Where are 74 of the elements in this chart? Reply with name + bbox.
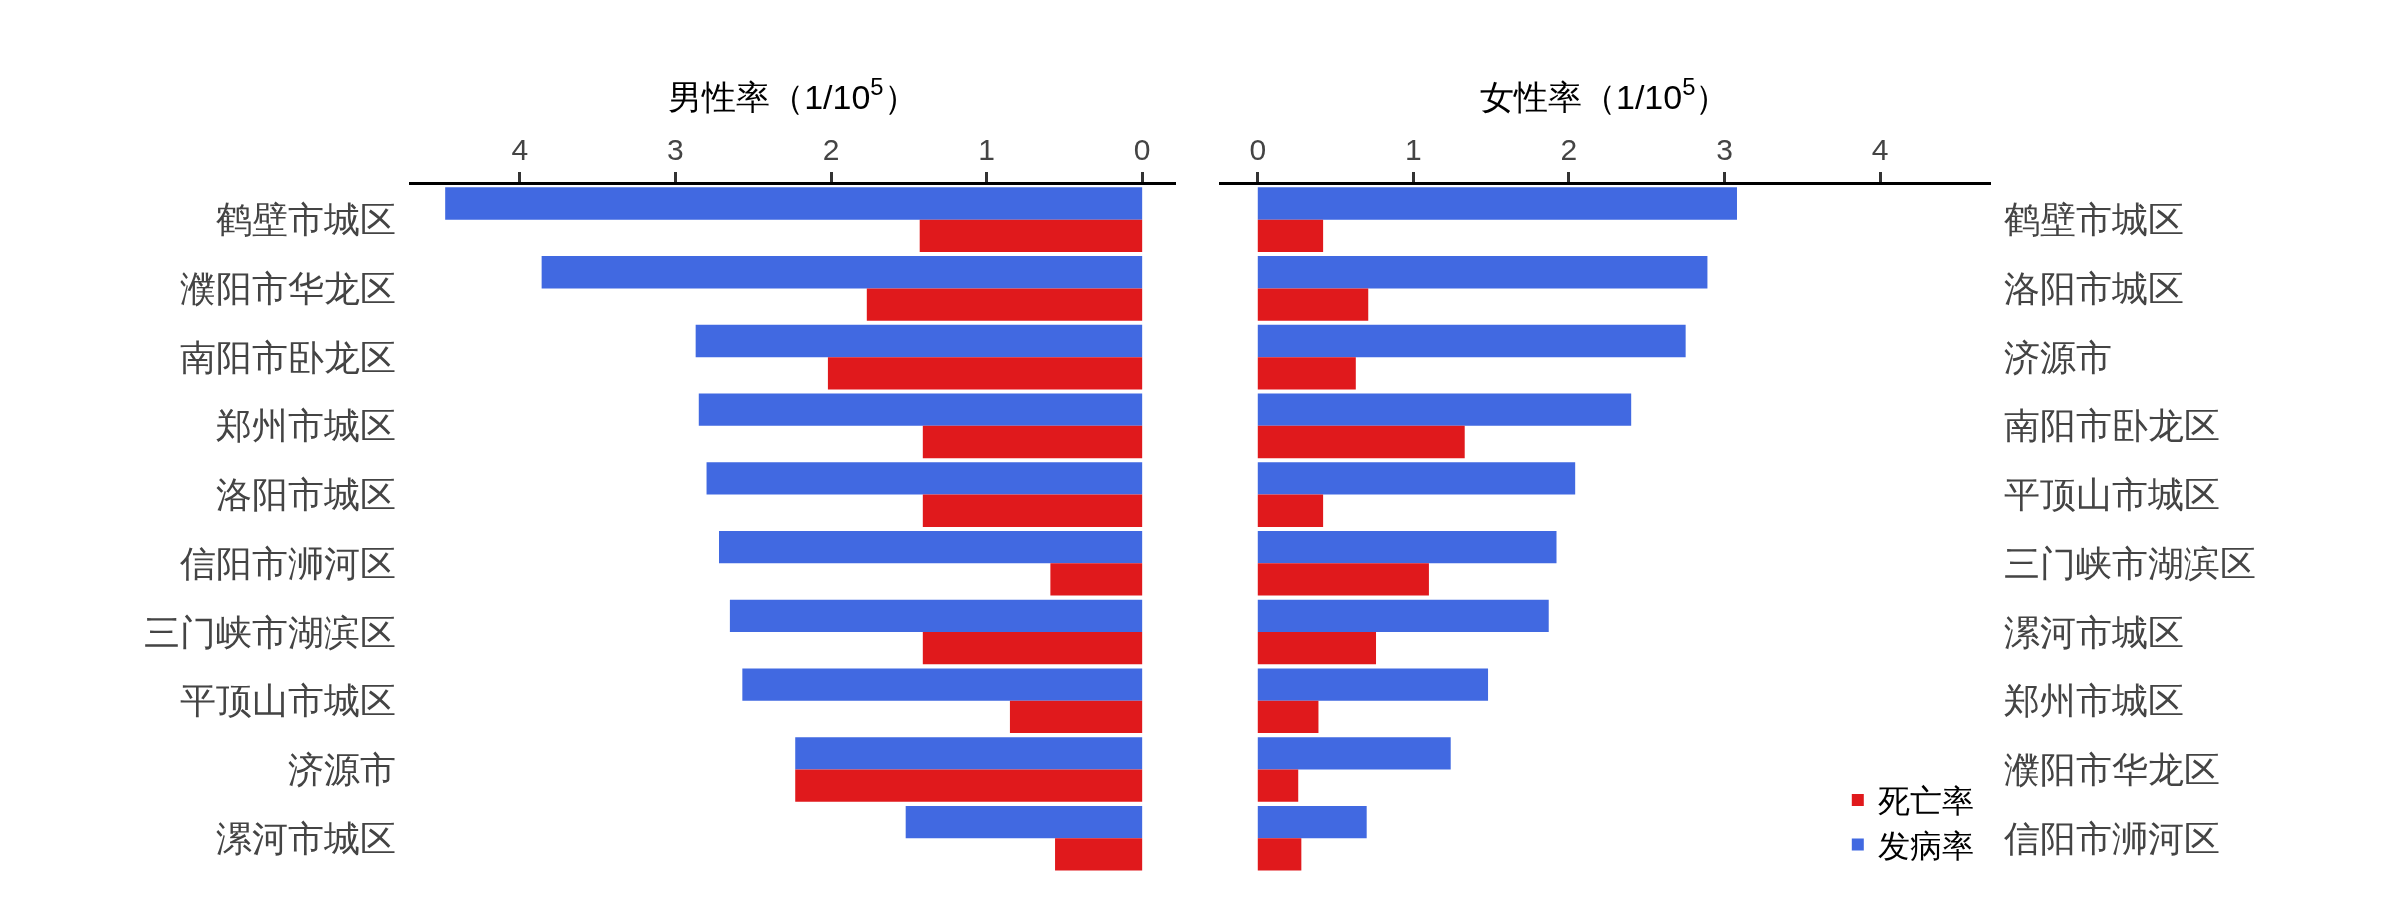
bar bbox=[1257, 425, 1465, 459]
y-tick-label: 濮阳市华龙区 bbox=[2003, 749, 2220, 791]
x-axis-title: 男性率（1/10$^{5}$） bbox=[668, 72, 918, 116]
bar bbox=[1257, 769, 1299, 802]
bar bbox=[1257, 187, 1737, 220]
y-tick-label: 平顶山市城区 bbox=[180, 680, 397, 722]
y-tick-label: 鹤壁市城区 bbox=[2003, 199, 2184, 241]
bar bbox=[698, 393, 1143, 426]
legend-label: 发病率 bbox=[1877, 826, 1974, 865]
x-tick-label: 3 bbox=[1716, 133, 1733, 167]
bar bbox=[1257, 357, 1356, 390]
bar bbox=[919, 219, 1143, 252]
bar bbox=[541, 256, 1143, 289]
y-tick-label: 洛阳市城区 bbox=[216, 474, 397, 516]
bar bbox=[1257, 838, 1302, 871]
bar bbox=[866, 288, 1143, 321]
bar bbox=[1050, 563, 1143, 596]
x-tick-label: 3 bbox=[667, 133, 684, 167]
x-tick-label: 1 bbox=[978, 133, 995, 167]
y-tick-label: 鹤壁市城区 bbox=[216, 199, 397, 241]
bar bbox=[1257, 737, 1451, 770]
bar bbox=[1055, 838, 1143, 871]
y-tick-label: 济源市 bbox=[288, 749, 397, 791]
bar bbox=[445, 187, 1143, 220]
bar bbox=[1257, 324, 1686, 358]
bar bbox=[1257, 219, 1324, 252]
bar bbox=[1257, 462, 1576, 495]
bar bbox=[1257, 288, 1369, 321]
y-tick-label: 信阳市浉河区 bbox=[180, 542, 397, 584]
y-tick-label: 南阳市卧龙区 bbox=[180, 336, 397, 378]
bar bbox=[922, 494, 1143, 527]
bar bbox=[922, 632, 1143, 665]
x-tick-label: 4 bbox=[511, 133, 529, 167]
x-tick-label: 1 bbox=[1405, 133, 1422, 167]
bar bbox=[1257, 805, 1367, 839]
x-tick-label: 2 bbox=[1560, 133, 1578, 167]
y-tick-label: 三门峡市湖滨区 bbox=[2003, 542, 2256, 584]
y-tick-label: 平顶山市城区 bbox=[2003, 474, 2220, 516]
bar bbox=[695, 324, 1143, 358]
y-tick-label: 信阳市浉河区 bbox=[2003, 817, 2220, 859]
bar bbox=[706, 462, 1143, 495]
bar bbox=[1257, 393, 1632, 426]
bar bbox=[1257, 563, 1429, 596]
bar bbox=[795, 769, 1143, 802]
x-axis-title: 女性率（1/10$^{5}$） bbox=[1480, 72, 1730, 116]
y-tick-label: 郑州市城区 bbox=[216, 405, 397, 447]
y-tick-label: 洛阳市城区 bbox=[2003, 268, 2184, 309]
bar bbox=[827, 357, 1143, 390]
bar bbox=[905, 805, 1143, 839]
bar bbox=[795, 737, 1143, 770]
y-tick-label: 濮阳市华龙区 bbox=[180, 268, 397, 309]
x-tick-label: 0 bbox=[1249, 133, 1267, 167]
bar bbox=[1257, 668, 1489, 701]
y-tick-label: 漯河市城区 bbox=[2003, 611, 2184, 653]
bar bbox=[922, 425, 1143, 459]
bar bbox=[1257, 531, 1557, 564]
bar bbox=[1257, 700, 1319, 734]
bar bbox=[719, 531, 1143, 564]
y-tick-label: 郑州市城区 bbox=[2003, 680, 2184, 722]
legend-label: 死亡率 bbox=[1877, 782, 1974, 821]
y-tick-label: 南阳市卧龙区 bbox=[2003, 405, 2220, 447]
x-tick-label: 2 bbox=[822, 133, 840, 167]
bar bbox=[729, 599, 1143, 633]
x-tick-label: 4 bbox=[1871, 133, 1889, 167]
bar bbox=[1257, 256, 1708, 289]
bar bbox=[742, 668, 1143, 701]
y-tick-label: 三门峡市湖滨区 bbox=[144, 611, 397, 653]
x-tick-label: 0 bbox=[1133, 133, 1151, 167]
y-tick-label: 济源市 bbox=[2003, 336, 2112, 378]
bar bbox=[1257, 632, 1377, 665]
bar bbox=[1257, 494, 1324, 527]
y-tick-label: 漯河市城区 bbox=[216, 817, 397, 859]
bar bbox=[1257, 599, 1549, 633]
bar bbox=[1009, 700, 1143, 734]
